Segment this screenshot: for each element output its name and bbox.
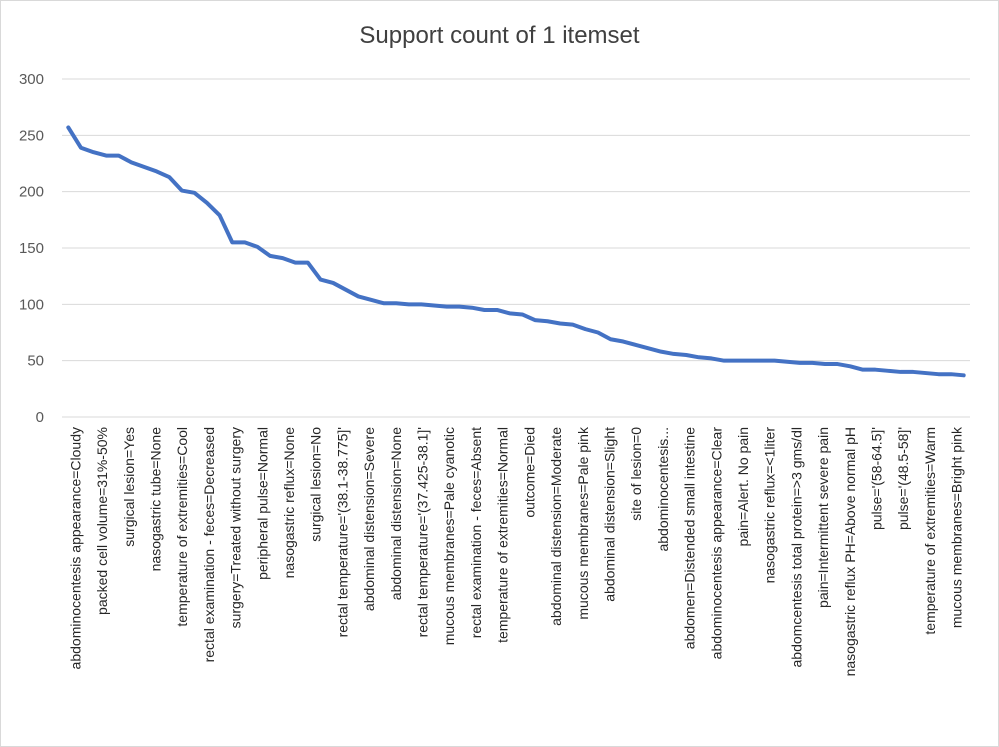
x-tick-label: rectal examination - feces=Decreased (201, 427, 217, 662)
x-tick-label: pain=Intermittent severe pain (815, 427, 831, 608)
chart-title: Support count of 1 itemset (359, 22, 640, 49)
x-tick-label: mucous membranes=Pale cyanotic (441, 427, 457, 645)
x-axis-tick-labels: abdominocentesis appearance=Cloudy packed… (67, 426, 964, 676)
y-axis-tick-labels: 0 50 100 150 200 250 300 (19, 71, 44, 426)
y-tick-label: 50 (27, 353, 44, 370)
y-tick-label: 100 (19, 296, 44, 313)
x-tick-label: abdominal distension=None (388, 427, 404, 600)
x-tick-label: rectal examination - feces=Absent (468, 427, 484, 638)
series-layer (66, 125, 966, 378)
x-tick-label: mucous membranes=Pale pink (575, 426, 591, 620)
y-tick-label: 0 (36, 409, 44, 426)
x-tick-label: rectal temperature='(38.1-38.775]' (334, 427, 350, 637)
y-tick-label: 200 (19, 184, 44, 201)
x-tick-label: abdominocentesis appearance=Cloudy (67, 427, 83, 669)
x-tick-label: packed cell volume=31%-50% (94, 427, 110, 615)
y-tick-label: 300 (19, 71, 44, 88)
x-tick-label: nasogastric reflux=None (281, 427, 297, 579)
x-tick-label: pulse='(48.5-58]' (895, 427, 911, 530)
x-tick-label: abdomen=Distended small intestine (682, 427, 698, 649)
x-tick-label: temperature of extremities=Normal (495, 427, 511, 643)
x-tick-label: site of lesion=0 (628, 427, 644, 521)
x-tick-label: pain=Alert. No pain (735, 427, 751, 546)
x-tick-label: mucous membranes=Bright pink (949, 426, 965, 628)
x-tick-label: temperature of extremities=Cool (174, 427, 190, 627)
x-tick-label: surgical lesion=Yes (121, 427, 137, 547)
series-line (66, 125, 966, 378)
x-tick-label: abdominal distension=Slight (601, 427, 617, 602)
x-tick-label: abdominal distension=Moderate (548, 427, 564, 626)
x-tick-label: abdominocentesis... (655, 427, 671, 552)
x-tick-label: temperature of extremities=Warm (922, 427, 938, 635)
x-tick-label: peripheral pulse=Normal (254, 427, 270, 580)
x-tick-label: abdomcentesis total protein=>3 gms/dl (788, 427, 804, 667)
x-tick-label: nasogastric reflux PH=Above normal pH (842, 427, 858, 676)
x-tick-label: nasogastric reflux=<1liter (762, 427, 778, 584)
y-tick-label: 250 (19, 127, 44, 144)
x-tick-label: outcome=Died (521, 427, 537, 518)
x-tick-label: nasogastric tube=None (147, 427, 163, 572)
x-tick-label: rectal temperature='(37.425-38.1]' (415, 427, 431, 637)
x-tick-label: surgical lesion=No (308, 427, 324, 542)
x-tick-label: surgery=Treated without surgery (228, 427, 244, 628)
gridlines (62, 78, 970, 418)
y-tick-label: 150 (19, 240, 44, 257)
x-tick-label: pulse='(58-64.5]' (869, 427, 885, 530)
x-tick-label: abdominocentesis appearance=Clear (708, 427, 724, 660)
x-tick-label: abdominal distension=Severe (361, 427, 377, 611)
